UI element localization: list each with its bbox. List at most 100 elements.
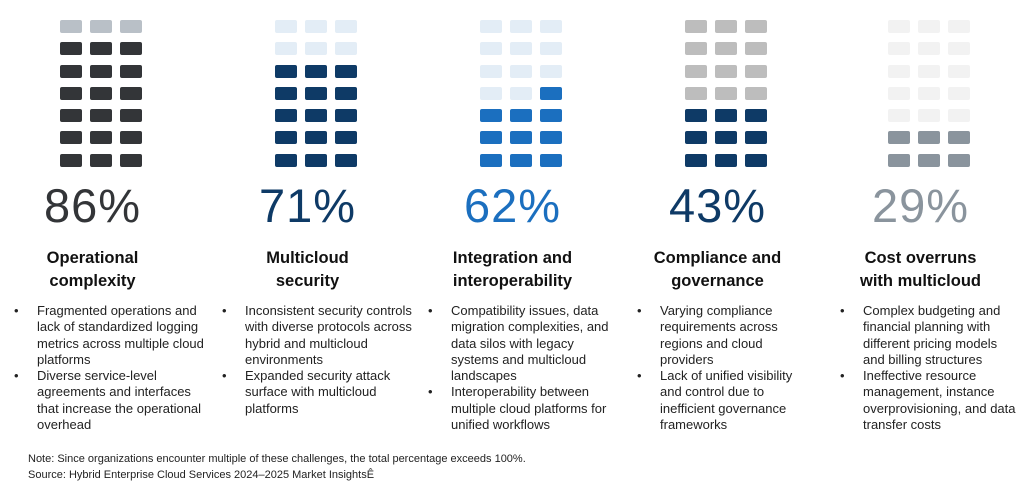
footnote: Note: Since organizations encounter mult…: [28, 453, 526, 465]
bullet-icon: •: [222, 303, 227, 318]
waffle-grid: [275, 20, 365, 167]
percent-value: 43%: [668, 179, 767, 232]
waffle-cell-filled: [715, 153, 737, 167]
waffle-cell-empty: [888, 42, 910, 56]
waffle-cell-empty: [510, 20, 532, 33]
title-line: Integration and: [452, 249, 573, 267]
waffle-cell-empty: [275, 42, 297, 56]
waffle-cell-filled: [335, 64, 357, 78]
waffle-cell-empty: [510, 86, 532, 100]
waffle-cell-empty: [715, 42, 737, 56]
title-line: security: [275, 272, 340, 290]
waffle-cell-filled: [335, 131, 357, 145]
waffle-cell-empty: [948, 86, 970, 100]
waffle-cell-filled: [120, 42, 142, 56]
bullet-text: Complex budgeting and financial planning…: [863, 303, 1001, 367]
bullet-item: • Ineffective resource management, instan…: [840, 368, 1020, 433]
waffle-cell-filled: [120, 131, 142, 145]
waffle-cell-empty: [275, 20, 297, 33]
waffle-cell-filled: [120, 86, 142, 100]
waffle-cell-filled: [510, 109, 532, 123]
category-title: Cost overruns with multicloud: [818, 247, 1023, 293]
waffle-cell-filled: [335, 86, 357, 100]
waffle-cell-filled: [745, 153, 767, 167]
waffle-cell-filled: [510, 153, 532, 167]
bullet-item: • Expanded security attack surface with m…: [222, 368, 412, 417]
waffle-cell-empty: [685, 42, 707, 56]
waffle-grid: [480, 20, 570, 167]
bullet-item: • Inconsistent security controls with div…: [222, 303, 412, 368]
bullet-text: Expanded security attack surface with mu…: [245, 368, 391, 416]
bullet-icon: •: [840, 368, 845, 384]
waffle-cell-empty: [540, 64, 562, 78]
bullet-text: Ineffective resource management, instanc…: [863, 368, 1016, 433]
waffle-cell-filled: [540, 109, 562, 123]
waffle-cell-empty: [715, 64, 737, 78]
waffle-cell-empty: [715, 86, 737, 100]
waffle-cell-empty: [540, 42, 562, 56]
waffle-cell-empty: [685, 20, 707, 33]
waffle-cell-filled: [918, 131, 940, 145]
waffle-cell-filled: [745, 131, 767, 145]
waffle-cell-filled: [90, 64, 112, 78]
waffle-cell-empty: [335, 42, 357, 56]
waffle-cell-filled: [305, 153, 327, 167]
waffle-grid: [60, 20, 150, 167]
waffle-cell-filled: [685, 153, 707, 167]
waffle-cell-empty: [685, 86, 707, 100]
waffle-cell-filled: [275, 109, 297, 123]
waffle-cell-filled: [90, 42, 112, 56]
waffle-cell-empty: [948, 20, 970, 33]
waffle-cell-filled: [90, 153, 112, 167]
waffle-cell-empty: [888, 109, 910, 123]
bullet-item: • Varying compliance requirements across …: [637, 303, 797, 368]
waffle-cell-empty: [715, 20, 737, 33]
waffle-cell-filled: [60, 42, 82, 56]
bullet-list: • Complex budgeting and financial plannin…: [840, 303, 1020, 433]
waffle-cell-empty: [305, 42, 327, 56]
waffle-cell-filled: [60, 131, 82, 145]
bullet-text: Diverse service-level agreements and int…: [37, 368, 202, 433]
percent-value: 86%: [43, 179, 142, 232]
waffle-grid: [685, 20, 775, 167]
bullet-item: • Compatibility issues, data migration co…: [428, 303, 613, 384]
bullet-list: • Fragmented operations and lack of stand…: [14, 303, 204, 433]
waffle-cell-filled: [120, 153, 142, 167]
waffle-cell-empty: [60, 20, 82, 33]
waffle-cell-filled: [540, 153, 562, 167]
bullet-icon: •: [428, 303, 433, 318]
waffle-cell-empty: [745, 42, 767, 56]
waffle-cell-empty: [745, 86, 767, 100]
bullet-icon: •: [428, 384, 433, 400]
bullet-item: • Complex budgeting and financial plannin…: [840, 303, 1020, 368]
title-line: with multicloud: [860, 272, 981, 290]
waffle-cell-filled: [480, 131, 502, 145]
percent-value: 71%: [258, 179, 357, 232]
waffle-cell-filled: [745, 109, 767, 123]
waffle-cell-filled: [335, 153, 357, 167]
waffle-cell-empty: [918, 109, 940, 123]
waffle-cell-empty: [918, 42, 940, 56]
waffle-cell-empty: [888, 86, 910, 100]
waffle-cell-empty: [540, 20, 562, 33]
waffle-cell-empty: [745, 64, 767, 78]
waffle-cell-empty: [480, 20, 502, 33]
waffle-cell-filled: [948, 131, 970, 145]
bullet-list: • Compatibility issues, data migration co…: [428, 303, 613, 433]
bullet-text: Lack of unified visibility and control d…: [660, 368, 793, 433]
category-title: Integration and interoperability: [410, 247, 615, 293]
waffle-cell-empty: [120, 20, 142, 33]
waffle-cell-filled: [275, 86, 297, 100]
waffle-cell-filled: [918, 153, 940, 167]
bullet-icon: •: [222, 368, 227, 384]
waffle-cell-filled: [60, 86, 82, 100]
title-line: Multicloud: [266, 249, 349, 267]
waffle-cell-filled: [480, 109, 502, 123]
source-line: Source: Hybrid Enterprise Cloud Services…: [28, 469, 375, 481]
waffle-cell-filled: [888, 153, 910, 167]
waffle-cell-filled: [90, 86, 112, 100]
bullet-icon: •: [637, 303, 642, 318]
waffle-cell-filled: [510, 131, 532, 145]
waffle-cell-filled: [60, 153, 82, 167]
bullet-list: • Inconsistent security controls with div…: [222, 303, 412, 417]
